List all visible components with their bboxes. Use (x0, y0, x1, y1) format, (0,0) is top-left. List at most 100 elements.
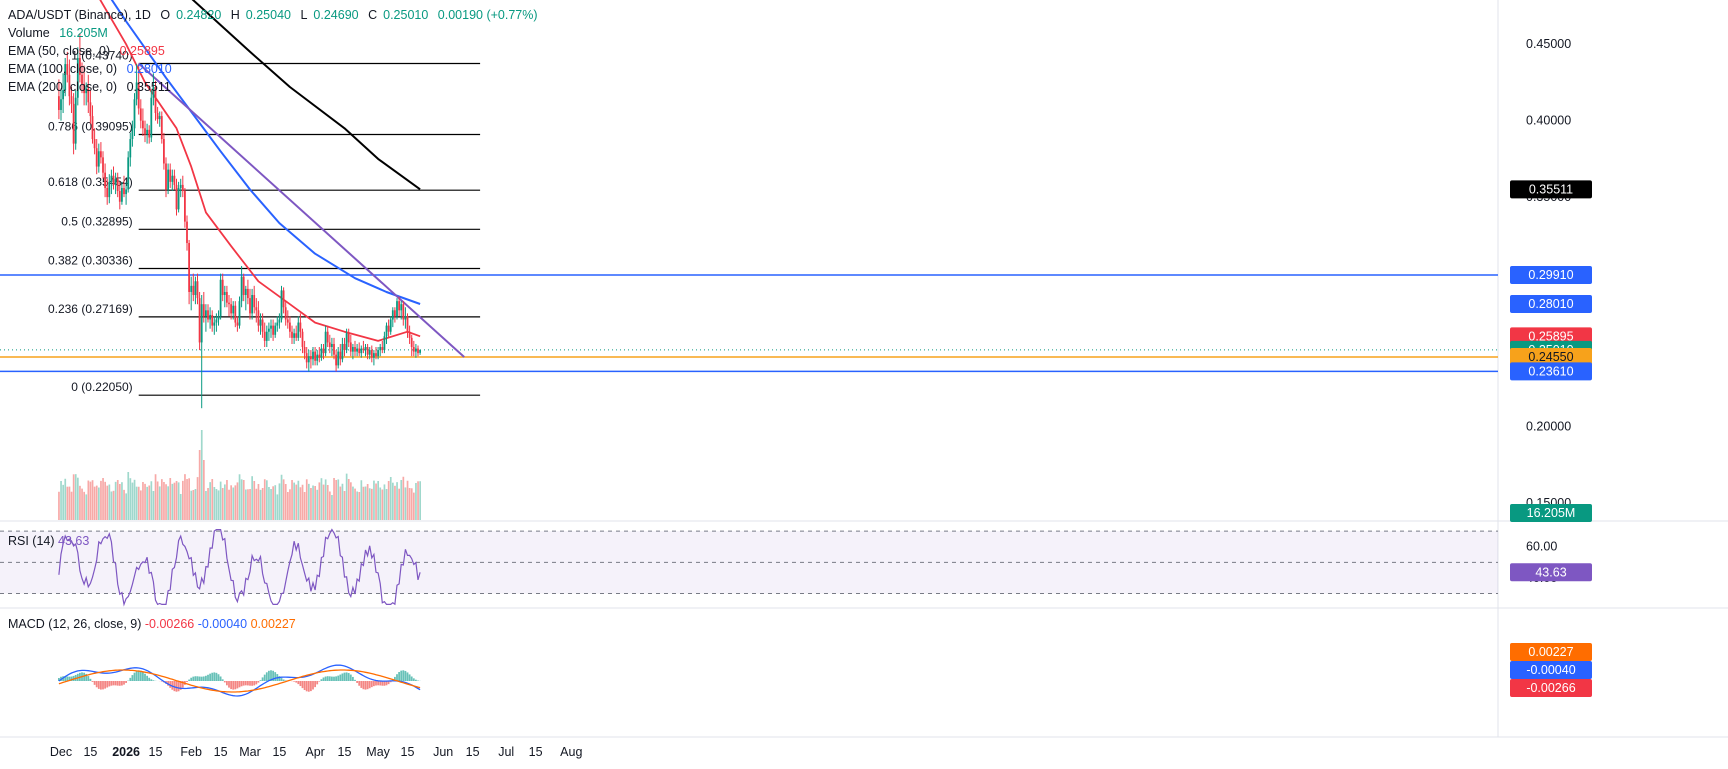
macd-tag-1: -0.00040 (1526, 663, 1575, 677)
macd-hist-bar (68, 676, 71, 681)
volume-bar (339, 486, 342, 520)
macd-hist-bar (64, 676, 67, 681)
volume-bar (324, 479, 327, 520)
macd-hist-bar (261, 677, 264, 681)
candle-body (192, 285, 195, 296)
volume-bar (119, 484, 121, 520)
price-tag-0-bg (1510, 180, 1592, 199)
price-tag-2-bg (1510, 327, 1592, 346)
candle-body (200, 304, 203, 343)
macd-hist-bar (328, 676, 331, 681)
rsi-legend[interactable]: RSI (14) 43.63 (8, 534, 89, 548)
macd-hist-bar (100, 681, 102, 690)
volume-bar (215, 489, 218, 520)
volume-bar (91, 480, 94, 520)
macd-hist-bar (131, 675, 134, 681)
volume-bar (148, 485, 151, 520)
volume-bar (83, 491, 85, 520)
fib-label-4: 0.382 (0.30336) (48, 253, 133, 267)
macd-hist-bar (247, 681, 249, 686)
ohlc-line: ADA/USDT (Binance), 1D O 0.24820 H 0.25040… (8, 6, 544, 24)
ema50-line[interactable]: EMA (50, close, 0) 0.25895 (8, 42, 544, 60)
candle-body (322, 348, 325, 354)
ema200-line[interactable]: EMA (200, close, 0) 0.35511 (8, 78, 544, 96)
ema100-value: 0.28010 (126, 62, 172, 76)
volume-bar (161, 479, 163, 520)
macd-hist-bar (347, 673, 350, 681)
volume-bar (242, 480, 245, 520)
volume-bar (341, 483, 344, 520)
candle-body (316, 354, 319, 361)
candle-body (72, 103, 75, 144)
volume-tag: 16.205M (1527, 506, 1576, 520)
volume-bar (303, 492, 306, 520)
candle-body (163, 139, 165, 164)
volume-bar (152, 491, 155, 520)
macd-hist-bar (104, 681, 106, 689)
macd-legend[interactable]: MACD (12, 26, close, 9) -0.00266 -0.0004… (8, 617, 296, 631)
candle-body (79, 57, 81, 75)
candle-body (375, 353, 377, 357)
volume-line[interactable]: Volume 16.205M (8, 24, 544, 42)
macd-hist-bar (190, 677, 193, 681)
macd-hist-bar (160, 681, 163, 682)
macd-hist-bar (129, 677, 132, 681)
volume-bar (379, 487, 382, 520)
rsi-value: 43.63 (58, 534, 90, 548)
volume-bar (127, 472, 130, 520)
candle-body (121, 187, 123, 202)
volume-bar (110, 491, 113, 520)
volume-bar (371, 488, 373, 520)
candle-body (76, 57, 79, 98)
candle-body (253, 295, 256, 308)
volume-bar (394, 485, 396, 520)
macd-hist-bar (320, 679, 323, 681)
macd-hist-bar (150, 679, 153, 681)
macd-hist-bar (274, 672, 277, 681)
candle-body (263, 331, 266, 341)
macd-hist-bar (133, 672, 136, 681)
hline-tag-0: 0.29910 (1528, 268, 1573, 282)
volume-bar (375, 483, 377, 520)
candle-body (400, 304, 403, 311)
candle-body (356, 348, 358, 352)
ema100-label: EMA (100, close, 0) (8, 62, 118, 76)
candle-body (131, 128, 134, 140)
volume-bar (64, 478, 67, 520)
volume-bar (331, 495, 333, 520)
macd-hist-bar (257, 681, 260, 683)
volume-bar (62, 484, 64, 520)
macd-hist-bar (142, 671, 144, 681)
volume-bar (287, 492, 289, 520)
candle-body (139, 108, 142, 121)
candle-body (81, 74, 83, 84)
candle-body (198, 298, 201, 343)
candle-body (291, 331, 293, 338)
volume-bar (66, 486, 69, 520)
volume-bar (322, 484, 325, 520)
trendline (138, 62, 465, 358)
price-tick-1: 0.40000 (1526, 114, 1571, 128)
volume-value: 16.205M (59, 26, 108, 40)
macd-hist-bar (116, 681, 119, 686)
candle-body (377, 350, 379, 357)
volume-bar (410, 488, 413, 520)
candle-body (391, 310, 394, 320)
candle-body (419, 349, 421, 353)
hline-tag-1-bg (1510, 347, 1592, 366)
rsi-label: RSI (14) (8, 534, 55, 548)
time-tick-9: 15 (338, 745, 352, 759)
ema100-line[interactable]: EMA (100, close, 0) 0.28010 (8, 60, 544, 78)
candle-body (360, 348, 363, 354)
candle-body (358, 348, 361, 354)
candle-body (154, 87, 157, 114)
symbol-label[interactable]: ADA/USDT (Binance), 1D (8, 8, 151, 22)
rsi-tick-0: 60.00 (1526, 540, 1557, 554)
candle-body (66, 64, 69, 75)
candle-body (144, 128, 146, 135)
macd-signal-line (58, 669, 421, 693)
volume-bar (221, 488, 224, 520)
macd-hist-bar (230, 681, 232, 690)
macd-hist-bar (192, 676, 195, 681)
